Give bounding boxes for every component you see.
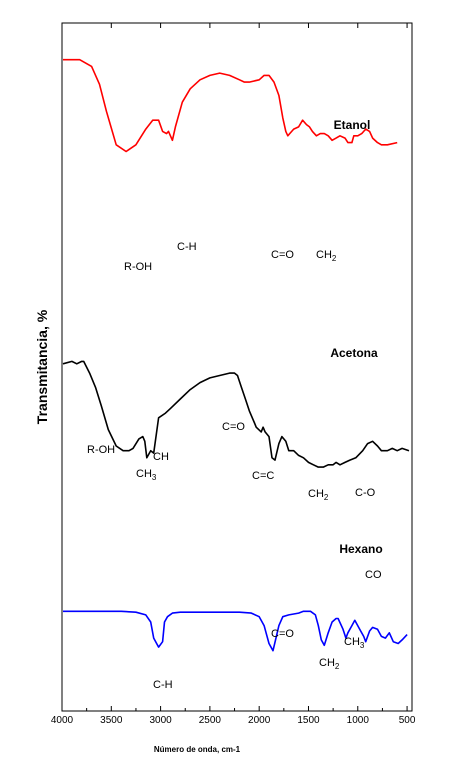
x-tick-label: 500 — [399, 715, 416, 726]
x-axis-ticks: 4000 3500 3000 2500 2000 1500 1000 500 — [51, 23, 416, 726]
x-axis-label: Número de onda, cm-1 — [154, 745, 241, 754]
series-line-hexano — [63, 610, 408, 652]
peak-label: CH2 — [319, 657, 340, 671]
peak-label: R-OH — [87, 444, 115, 456]
x-tick-label: 1000 — [347, 715, 370, 726]
peak-label: C=O — [271, 628, 294, 640]
peak-label: C-O — [355, 487, 376, 499]
x-tick-label: 3000 — [149, 715, 172, 726]
plot-frame — [61, 22, 413, 712]
series-names: Etanol Acetona Hexano — [330, 118, 382, 556]
x-tick-label: 4000 — [51, 715, 74, 726]
peak-label: C-H — [177, 241, 197, 253]
peak-label: C=O — [222, 421, 245, 433]
peak-label: R-OH — [124, 261, 152, 273]
peak-label: CO — [365, 569, 382, 581]
x-tick-label: 2500 — [199, 715, 222, 726]
peak-label: CH2 — [308, 488, 329, 502]
peak-label: CH3 — [344, 636, 365, 650]
spectra — [62, 58, 410, 652]
peak-label: C=C — [252, 470, 274, 482]
x-tick-label: 3500 — [100, 715, 123, 726]
series-name-hexano: Hexano — [339, 542, 382, 556]
peak-label: CH3 — [136, 468, 157, 482]
peak-label: C=O — [271, 249, 294, 261]
series-name-acetona: Acetona — [330, 346, 378, 360]
peak-label: CH2 — [316, 249, 337, 263]
series-line-etanol — [63, 58, 398, 153]
y-axis-label: Transmitancia, % — [34, 309, 50, 424]
peak-annotations: R-OH C-H C=O CH2 R-OH CH3 CH C=O C=C CH2 C-O C=O CH2… — [87, 241, 382, 691]
series-name-etanol: Etanol — [334, 118, 371, 132]
x-tick-label: 1500 — [297, 715, 320, 726]
x-tick-label: 2000 — [248, 715, 271, 726]
peak-label: C-H — [153, 679, 173, 691]
peak-label: CH — [153, 451, 169, 463]
series-line-acetona — [62, 360, 410, 468]
